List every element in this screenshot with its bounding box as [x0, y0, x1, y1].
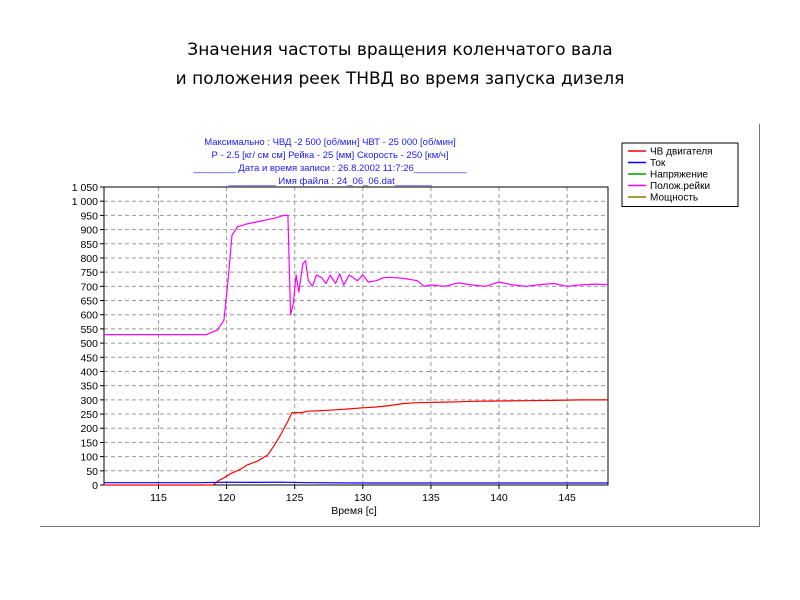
chart-header-line: ________ Дата и время записи : 26.8.2002… — [192, 163, 467, 174]
y-tick-label: 900 — [80, 225, 98, 237]
y-tick-label: 950 — [80, 210, 98, 222]
y-axis-ticks: 0 50 100 150 200 250 300 350 400 450 500 550 600 650 7… — [72, 182, 104, 492]
y-tick-label: 450 — [80, 352, 98, 364]
y-tick-label: 1 000 — [72, 196, 98, 208]
chart-series — [104, 214, 609, 486]
y-tick-label: 650 — [80, 296, 98, 308]
frame-right-edge — [759, 124, 760, 527]
x-tick-label: 135 — [422, 492, 440, 504]
legend-item-label: Ток — [650, 158, 666, 169]
y-tick-label: 0 — [92, 480, 98, 492]
chart-header: Максимально : ЧВД -2 500 [об/мин] ЧВТ - … — [192, 137, 467, 187]
y-tick-label: 550 — [80, 324, 98, 336]
y-tick-label: 50 — [86, 466, 98, 478]
x-tick-label: 125 — [286, 492, 304, 504]
y-tick-label: 400 — [80, 366, 98, 378]
x-tick-label: 130 — [354, 492, 372, 504]
y-tick-label: 300 — [80, 395, 98, 407]
y-tick-label: 850 — [80, 239, 98, 251]
x-tick-label: 145 — [558, 492, 576, 504]
x-axis-label: Время [с] — [331, 505, 377, 517]
x-tick-label: 140 — [490, 492, 508, 504]
chart-header-line: Р - 2.5 [кг/ см см] Рейка - 25 [мм] Скор… — [212, 150, 449, 161]
y-tick-label: 350 — [80, 381, 98, 393]
chart-grid — [104, 186, 608, 485]
y-tick-label: 150 — [80, 437, 98, 449]
y-tick-label: 750 — [80, 267, 98, 279]
series-line-3 — [104, 214, 609, 336]
chart-legend: ЧВ двигателяТокНапряжениеПолож.рейкиМощн… — [621, 142, 739, 207]
y-tick-label: 700 — [80, 281, 98, 293]
frame-bottom-edge — [40, 526, 760, 527]
x-tick-label: 115 — [150, 492, 167, 504]
y-tick-label: 500 — [80, 338, 98, 350]
y-tick-label: 100 — [80, 452, 98, 464]
y-tick-label: 1 050 — [72, 182, 98, 194]
slide-title-line1: Значения частоты вращения коленчатого ва… — [187, 40, 613, 60]
plot-area — [103, 186, 609, 486]
y-tick-label: 800 — [80, 253, 98, 265]
legend-item-label: Напряжение — [650, 170, 708, 181]
x-axis-ticks: 115 120 125 130 135 140 145 — [150, 485, 576, 504]
chart-header-line: _________ Имя файла : 24_06_06.dat______… — [227, 176, 432, 187]
legend-item-label: Полож.рейки — [650, 181, 710, 192]
legend-item-label: ЧВ двигателя — [650, 147, 713, 158]
y-tick-label: 250 — [80, 409, 98, 421]
x-tick-label: 120 — [218, 492, 236, 504]
y-tick-label: 200 — [80, 423, 98, 435]
series-line-1 — [104, 481, 608, 484]
legend-item-label: Мощность — [650, 193, 698, 204]
y-tick-label: 600 — [80, 310, 98, 322]
chart-header-line: Максимально : ЧВД -2 500 [об/мин] ЧВТ - … — [204, 137, 456, 148]
slide-title-line2: и положения реек ТНВД во время запуска д… — [175, 69, 625, 89]
series-line-0 — [104, 399, 608, 486]
